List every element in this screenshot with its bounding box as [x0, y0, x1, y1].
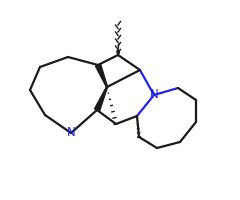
Polygon shape — [96, 64, 108, 87]
Polygon shape — [95, 87, 108, 111]
Text: N: N — [67, 127, 75, 140]
Text: N: N — [150, 88, 158, 102]
